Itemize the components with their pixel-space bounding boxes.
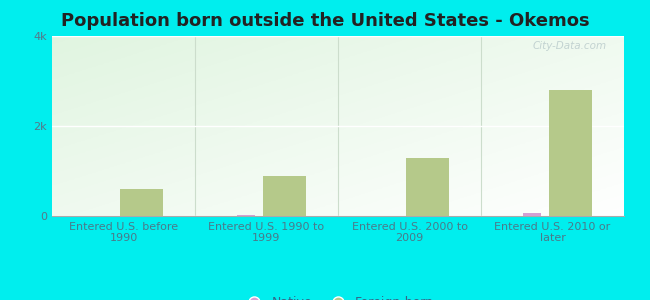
Bar bbox=[263, 176, 306, 216]
Bar bbox=[120, 189, 162, 216]
Bar bbox=[523, 213, 541, 216]
Text: Population born outside the United States - Okemos: Population born outside the United State… bbox=[60, 12, 590, 30]
Legend: Native, Foreign-born: Native, Foreign-born bbox=[237, 291, 439, 300]
Bar bbox=[406, 158, 448, 216]
Bar bbox=[549, 90, 592, 216]
Bar bbox=[237, 215, 255, 216]
Text: City-Data.com: City-Data.com bbox=[533, 41, 607, 51]
